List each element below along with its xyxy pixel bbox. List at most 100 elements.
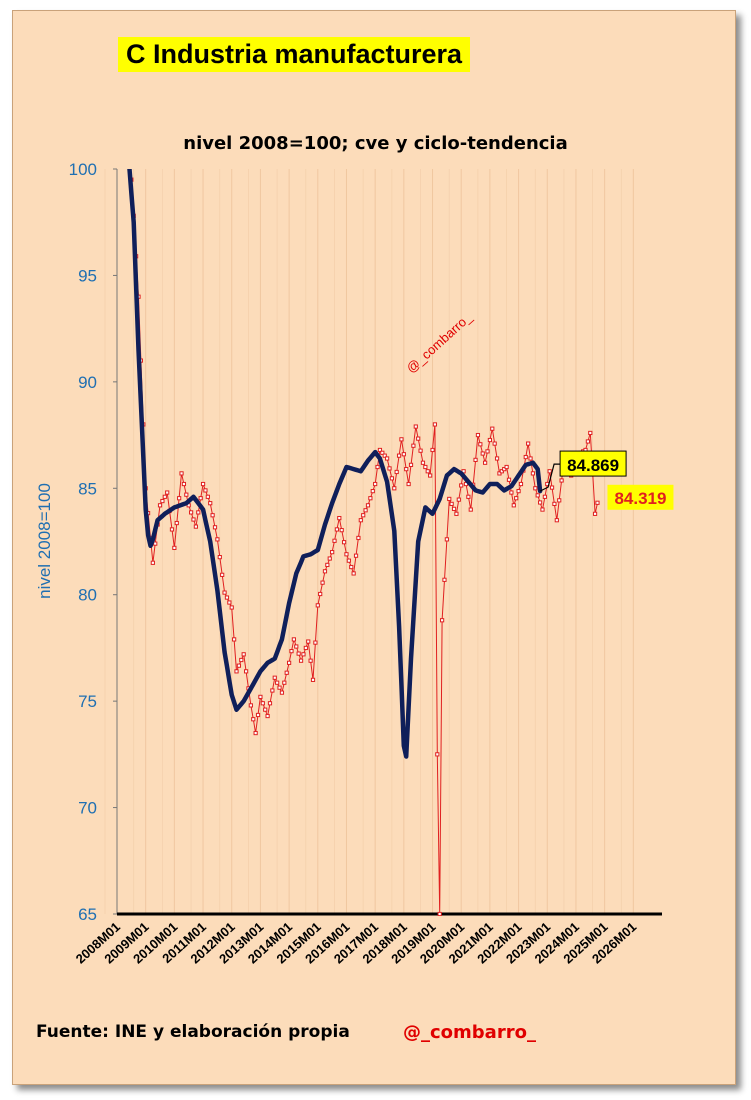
cve-point-130 — [437, 911, 442, 916]
cve-point-77 — [310, 677, 316, 682]
cve-point-181 — [559, 478, 564, 483]
cve-point-71 — [296, 651, 301, 656]
y-tick-label-3: 80 — [78, 586, 97, 605]
trend-series — [127, 169, 543, 759]
cve-point-115 — [401, 452, 406, 457]
cve-point-60 — [270, 688, 275, 693]
cve-point-47 — [239, 657, 244, 663]
cve-point-91 — [344, 552, 349, 557]
cve-point-176 — [547, 469, 552, 474]
cve-point-80 — [318, 591, 323, 597]
cve-point-63 — [277, 685, 282, 690]
cve-point-95 — [353, 553, 359, 558]
cve-point-149 — [483, 460, 488, 465]
cve-point-97 — [358, 518, 363, 523]
cve-point-76 — [308, 658, 313, 663]
cve-point-94 — [351, 571, 356, 576]
cve-point-65 — [282, 680, 287, 685]
cve-point-128 — [432, 422, 438, 427]
cve-point-127 — [430, 447, 435, 453]
cve-point-34 — [208, 501, 213, 506]
cve-point-74 — [303, 645, 308, 651]
cve-point-106 — [380, 450, 385, 455]
source-note: Fuente: INE y elaboración propia — [36, 1022, 350, 1042]
chart-subtitle: nivel 2008=100; cve y ciclo-tendencia — [183, 133, 568, 154]
cve-point-18 — [169, 527, 175, 532]
cve-point-143 — [468, 507, 473, 512]
cve-point-134 — [447, 496, 452, 502]
cve-point-72 — [298, 658, 304, 663]
cve-point-35 — [210, 513, 215, 518]
cve-point-64 — [279, 690, 285, 695]
cve-point-51 — [248, 703, 253, 708]
cve-point-45 — [234, 669, 239, 674]
cve-point-29 — [196, 510, 201, 515]
cve-point-58 — [265, 713, 270, 719]
cve-point-137 — [454, 511, 459, 516]
cve-point-36 — [212, 525, 218, 530]
cve-point-53 — [253, 730, 258, 736]
cve-point-145 — [473, 457, 478, 463]
cve-point-180 — [557, 498, 562, 503]
cve-point-126 — [428, 473, 433, 478]
cve-point-170 — [533, 486, 538, 491]
cve-point-27 — [191, 517, 196, 522]
cve-point-157 — [502, 467, 507, 472]
cve-point-49 — [243, 669, 249, 674]
cve-point-30 — [198, 496, 203, 501]
cve-point-148 — [480, 451, 485, 456]
cve-point-124 — [423, 464, 428, 470]
cve-point-61 — [272, 675, 277, 680]
cve-point-153 — [492, 441, 497, 446]
cve-point-131 — [439, 618, 445, 623]
cve-point-13 — [157, 503, 163, 508]
cve-point-96 — [356, 535, 361, 541]
cve-point-75 — [306, 639, 311, 644]
cve-point-171 — [535, 493, 540, 498]
cve-point-192 — [585, 439, 590, 444]
cve-point-136 — [451, 506, 457, 511]
cve-point-100 — [365, 503, 371, 508]
cve-point-89 — [339, 528, 344, 533]
cve-point-112 — [394, 469, 399, 475]
cve-point-173 — [540, 507, 545, 512]
cve-point-38 — [217, 555, 222, 560]
cve-point-119 — [411, 443, 416, 448]
cve-point-162 — [514, 496, 519, 501]
cve-point-37 — [215, 537, 220, 542]
cve-point-159 — [506, 477, 512, 482]
cve-point-116 — [404, 467, 409, 472]
cve-point-15 — [162, 494, 167, 499]
cve-point-88 — [337, 515, 342, 521]
cve-point-31 — [200, 481, 206, 487]
trend-last-value-box — [559, 450, 627, 477]
watermark: @_combarro_ — [403, 309, 475, 376]
cve-point-19 — [172, 545, 177, 550]
cve-point-156 — [499, 469, 504, 474]
cve-point-83 — [325, 562, 330, 568]
cve-point-56 — [260, 701, 265, 706]
y-tick-label-6: 95 — [78, 266, 97, 285]
cve-point-22 — [179, 471, 184, 476]
cve-point-154 — [494, 456, 500, 461]
cve-point-155 — [497, 471, 502, 476]
cve-point-21 — [177, 496, 182, 501]
cve-point-54 — [255, 712, 261, 718]
cve-point-104 — [375, 464, 380, 470]
y-tick-label-1: 70 — [78, 799, 97, 818]
trend-last-value: 84.869 — [567, 456, 619, 475]
cve-point-122 — [418, 448, 423, 453]
cve-point-92 — [346, 558, 351, 563]
y-tick-label-4: 85 — [78, 479, 97, 498]
cve-point-70 — [294, 644, 299, 649]
cve-point-135 — [449, 501, 454, 506]
cve-point-40 — [222, 590, 227, 595]
cve-point-121 — [416, 436, 421, 441]
cve-point-81 — [320, 580, 325, 585]
cve-point-78 — [313, 640, 318, 645]
cve-point-196 — [595, 500, 600, 505]
cve-point-42 — [227, 600, 232, 605]
cve-point-16 — [165, 490, 170, 495]
cve-point-150 — [485, 449, 490, 454]
cve-point-132 — [442, 577, 447, 582]
